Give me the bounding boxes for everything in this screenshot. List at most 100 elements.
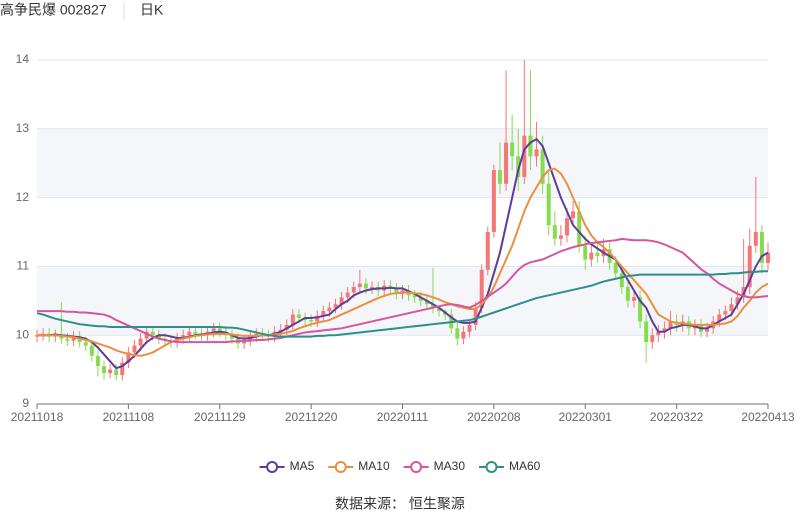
- candle-body: [102, 366, 107, 374]
- ma-line: [37, 137, 769, 370]
- candle-body: [345, 292, 350, 298]
- candle-body: [552, 225, 557, 239]
- candle-body: [631, 297, 636, 301]
- candle-body: [583, 245, 588, 260]
- candle-body: [351, 287, 356, 293]
- legend: MA5 MA10 MA30 MA60: [259, 459, 541, 473]
- candle-body: [735, 297, 740, 305]
- candle-body: [290, 314, 295, 325]
- candle-body: [619, 273, 624, 288]
- candle-body: [546, 183, 551, 226]
- candle-body: [321, 311, 326, 316]
- candle-body: [424, 300, 429, 305]
- candle-body: [126, 352, 131, 363]
- candle-body: [187, 331, 192, 336]
- candle-body: [363, 283, 368, 289]
- legend-label: MA30: [434, 459, 466, 473]
- candle-body: [766, 252, 770, 263]
- y-tick-label: 12: [16, 190, 30, 204]
- y-tick-label: 10: [16, 327, 30, 341]
- x-tick-label: 20211129: [194, 410, 246, 424]
- candle-body: [138, 338, 143, 346]
- candle-body: [753, 232, 758, 246]
- candle-body: [644, 321, 649, 343]
- candle-body: [668, 321, 673, 329]
- candle-body: [333, 304, 338, 308]
- legend-marker: [485, 461, 498, 473]
- candle-body: [747, 245, 752, 288]
- candle-body: [193, 331, 198, 334]
- candle-body: [571, 211, 576, 219]
- source-note: 数据来源： 恒生聚源: [335, 496, 465, 512]
- candle-body: [89, 345, 94, 356]
- y-tick-label: 11: [17, 259, 30, 273]
- candle-body: [120, 362, 125, 376]
- candle-body: [229, 335, 234, 339]
- legend-label: MA60: [509, 459, 541, 473]
- legend-item: MA5: [259, 459, 315, 473]
- candle-body: [181, 335, 186, 339]
- candle-body: [418, 297, 423, 301]
- candle-body: [577, 211, 582, 246]
- candle-body: [437, 307, 442, 312]
- candle-body: [144, 331, 149, 339]
- x-tick-label: 20220322: [650, 410, 704, 424]
- candle-body: [473, 307, 478, 325]
- legend-item: MA60: [479, 459, 541, 473]
- candle-body: [540, 149, 545, 184]
- candle-body: [479, 269, 484, 308]
- candle-body: [327, 307, 332, 312]
- candle-body: [315, 315, 320, 322]
- candle-body: [656, 331, 661, 336]
- candle-body: [59, 335, 64, 339]
- candle-body: [394, 288, 399, 294]
- candle-body: [156, 335, 161, 339]
- candle-body: [595, 252, 600, 257]
- candle-body: [723, 311, 728, 315]
- candle-body: [510, 142, 515, 157]
- x-tick-label: 20220301: [559, 410, 613, 424]
- legend-marker: [266, 461, 279, 473]
- x-tick-label: 20220111: [377, 410, 429, 424]
- candle-body: [662, 328, 667, 332]
- candle-body: [108, 369, 113, 374]
- legend-label: MA10: [358, 459, 390, 473]
- y-tick-label: 13: [16, 121, 30, 135]
- candle-body: [211, 328, 216, 332]
- candle-body: [638, 297, 643, 322]
- candle-body: [564, 218, 569, 236]
- candle-body: [65, 338, 70, 341]
- candle-body: [242, 340, 247, 344]
- y-tick-label: 14: [16, 52, 30, 66]
- candle-body: [589, 252, 594, 260]
- candle-body: [528, 135, 533, 157]
- x-tick-label: 20220413: [741, 410, 795, 424]
- ma-line: [37, 237, 769, 344]
- candle-body: [522, 135, 527, 177]
- x-tick-label: 20211108: [103, 410, 155, 424]
- candle-body: [729, 304, 734, 312]
- candle-body: [491, 170, 496, 232]
- ma-line: [37, 167, 769, 357]
- y-tick-label: 9: [22, 396, 29, 410]
- candle-body: [705, 328, 710, 332]
- candle-body: [497, 170, 502, 184]
- candle-body: [114, 369, 119, 376]
- chart-title: 高争民爆 002827: [0, 2, 107, 18]
- x-tick-label: 20211220: [285, 410, 338, 424]
- legend-label: MA5: [290, 459, 315, 473]
- legend-marker: [410, 461, 423, 473]
- candle-body: [613, 262, 618, 274]
- candle-body: [217, 328, 222, 332]
- candle-body: [534, 149, 539, 157]
- candle-body: [717, 314, 722, 322]
- candle-body: [467, 324, 472, 332]
- x-tick-label: 20211018: [11, 410, 64, 424]
- candle-body: [95, 355, 100, 367]
- candle-body: [132, 345, 137, 353]
- candle-body: [759, 232, 764, 263]
- legend-item: MA30: [403, 459, 466, 473]
- candle-body: [412, 295, 417, 298]
- candle-body: [83, 342, 88, 346]
